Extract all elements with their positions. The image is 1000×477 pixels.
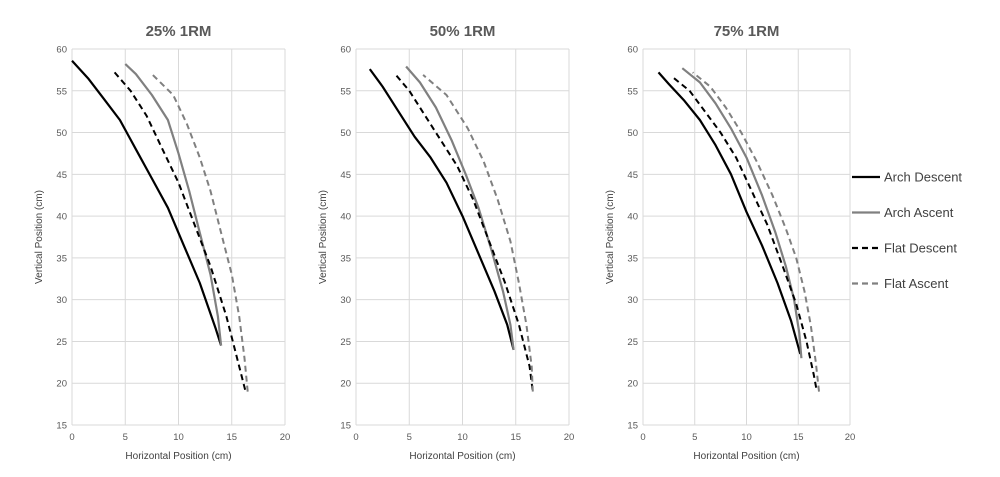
legend-label: Flat Ascent bbox=[884, 276, 949, 291]
x-tick-label: 20 bbox=[280, 432, 291, 443]
y-tick-label: 25 bbox=[340, 337, 351, 348]
chart-panel-3: 15 20 25 30 35 40 45 50 55 60 0 5 10 15 20 75% 1RM Horiz… bbox=[605, 23, 855, 462]
y-tick-label: 45 bbox=[340, 170, 351, 181]
series-line-flat-descent bbox=[673, 77, 818, 392]
x-tick-label: 15 bbox=[510, 432, 521, 443]
y-tick-label: 25 bbox=[627, 337, 638, 348]
y-axis-label: Vertical Position (cm) bbox=[34, 190, 45, 284]
series-line-arch-ascent bbox=[405, 65, 515, 350]
x-tick-label: 20 bbox=[564, 432, 575, 443]
legend: Arch Descent Arch Ascent Flat Descent Flat … bbox=[852, 170, 962, 291]
x-axis-label: Horizontal Position (cm) bbox=[693, 451, 799, 462]
y-tick-label: 40 bbox=[627, 212, 638, 223]
y-tick-label: 60 bbox=[340, 45, 351, 56]
y-tick-label: 15 bbox=[627, 421, 638, 432]
x-tick-label: 15 bbox=[226, 432, 237, 443]
chart-title: 75% 1RM bbox=[714, 23, 780, 40]
series-line-flat-descent bbox=[395, 75, 534, 392]
y-tick-label: 55 bbox=[56, 86, 67, 97]
y-axis-label: Vertical Position (cm) bbox=[605, 190, 616, 284]
y-tick-label: 20 bbox=[627, 379, 638, 390]
chart-title: 50% 1RM bbox=[430, 23, 496, 40]
y-tick-label: 20 bbox=[56, 379, 67, 390]
x-tick-label: 0 bbox=[353, 432, 358, 443]
x-tick-label: 10 bbox=[741, 432, 752, 443]
y-tick-label: 55 bbox=[340, 86, 351, 97]
x-axis-label: Horizontal Position (cm) bbox=[409, 451, 515, 462]
y-tick-label: 30 bbox=[340, 295, 351, 306]
x-tick-label: 5 bbox=[407, 432, 412, 443]
x-tick-label: 10 bbox=[173, 432, 184, 443]
y-axis-label: Vertical Position (cm) bbox=[318, 190, 329, 284]
series-line-arch-descent bbox=[71, 59, 223, 346]
y-tick-label: 35 bbox=[340, 253, 351, 264]
series-line-flat-ascent bbox=[151, 73, 249, 392]
y-tick-label: 35 bbox=[56, 253, 67, 264]
y-tick-label: 55 bbox=[627, 86, 638, 97]
series-line-arch-ascent bbox=[681, 67, 803, 359]
y-tick-label: 40 bbox=[340, 212, 351, 223]
y-tick-label: 15 bbox=[56, 421, 67, 432]
x-tick-label: 15 bbox=[793, 432, 804, 443]
x-tick-label: 0 bbox=[69, 432, 74, 443]
chart-title: 25% 1RM bbox=[146, 23, 212, 40]
legend-label: Arch Ascent bbox=[884, 205, 954, 220]
series-line-flat-ascent bbox=[692, 71, 820, 392]
y-tick-label: 25 bbox=[56, 337, 67, 348]
y-tick-label: 50 bbox=[56, 128, 67, 139]
y-tick-label: 40 bbox=[56, 212, 67, 223]
y-tick-label: 20 bbox=[340, 379, 351, 390]
y-tick-label: 30 bbox=[56, 295, 67, 306]
y-tick-label: 30 bbox=[627, 295, 638, 306]
x-tick-label: 20 bbox=[845, 432, 856, 443]
chart-panel-1: 15 20 25 30 35 40 45 50 55 60 0 5 10 15 20 25% 1RM Horiz… bbox=[34, 23, 290, 462]
y-tick-label: 50 bbox=[627, 128, 638, 139]
x-tick-label: 5 bbox=[692, 432, 697, 443]
y-tick-label: 15 bbox=[340, 421, 351, 432]
chart-panel-2: 15 20 25 30 35 40 45 50 55 60 0 5 10 15 20 50% 1RM Horiz… bbox=[318, 23, 574, 462]
series-line-flat-ascent bbox=[422, 74, 534, 392]
x-tick-label: 10 bbox=[457, 432, 468, 443]
x-tick-label: 0 bbox=[640, 432, 645, 443]
series-line-arch-descent bbox=[368, 68, 515, 351]
y-tick-label: 35 bbox=[627, 253, 638, 264]
series-line-arch-ascent bbox=[124, 63, 223, 346]
x-axis-label: Horizontal Position (cm) bbox=[125, 451, 231, 462]
y-tick-label: 60 bbox=[56, 45, 67, 56]
legend-label: Arch Descent bbox=[884, 170, 962, 185]
y-tick-label: 60 bbox=[627, 45, 638, 56]
y-tick-label: 45 bbox=[627, 170, 638, 181]
legend-label: Flat Descent bbox=[884, 241, 957, 256]
y-tick-label: 50 bbox=[340, 128, 351, 139]
y-tick-label: 45 bbox=[56, 170, 67, 181]
series-line-flat-descent bbox=[113, 71, 247, 392]
x-tick-label: 5 bbox=[123, 432, 128, 443]
series-line-arch-descent bbox=[657, 71, 802, 355]
